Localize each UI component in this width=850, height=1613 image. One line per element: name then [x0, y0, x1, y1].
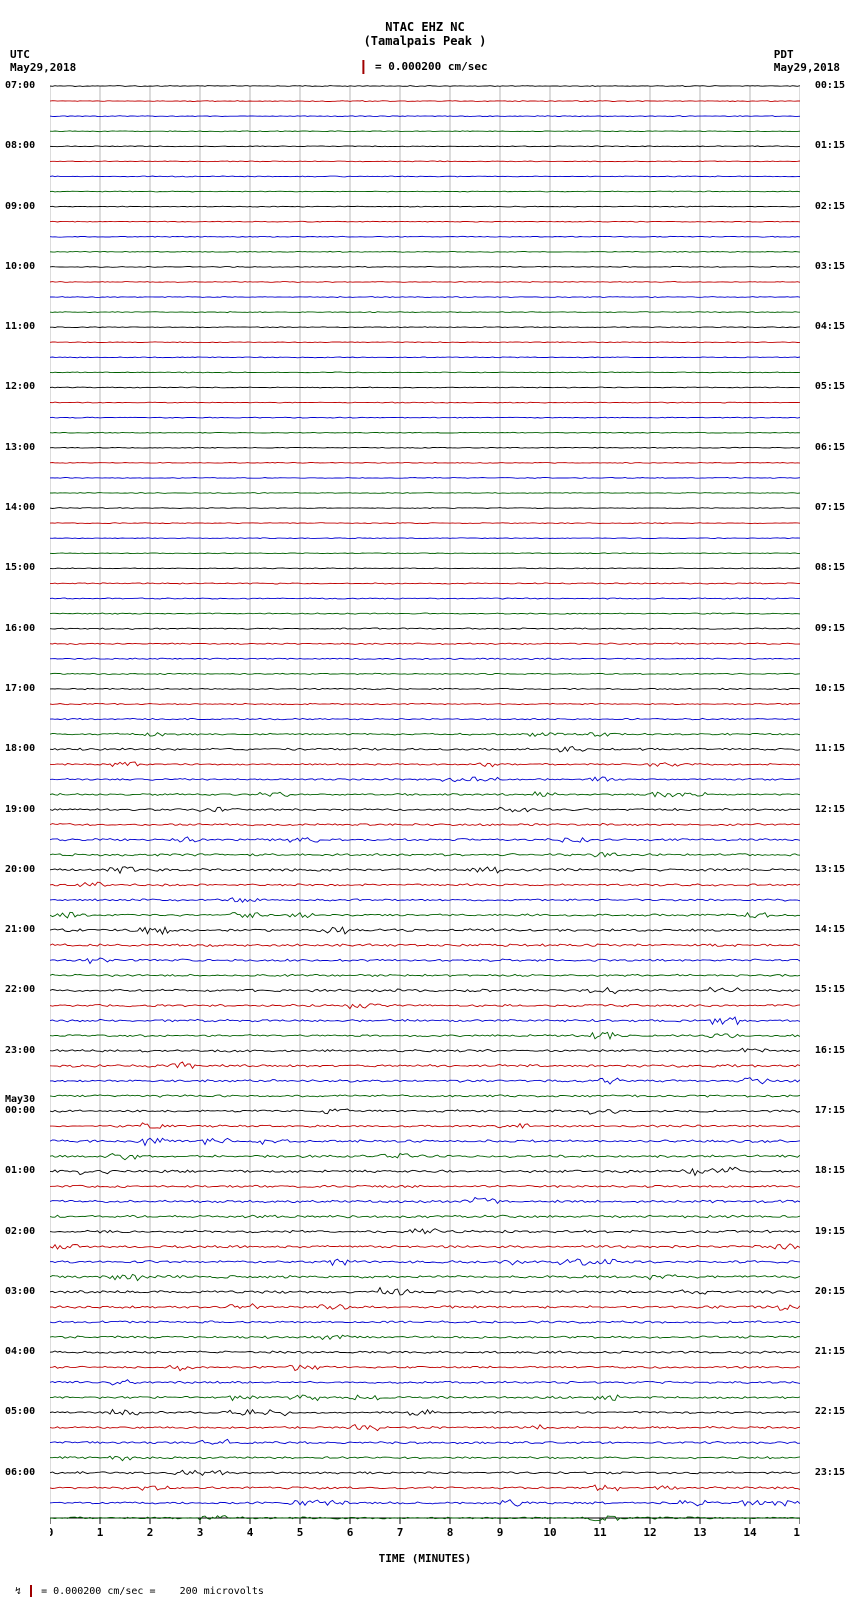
left-time-label: 11:00	[5, 321, 35, 332]
left-time-label: 02:00	[5, 1226, 35, 1237]
left-time-label: 04:00	[5, 1346, 35, 1357]
right-time-label: 23:15	[815, 1467, 845, 1478]
right-time-label: 20:15	[815, 1286, 845, 1297]
scale-text: = 0.000200 cm/sec	[375, 60, 488, 73]
station-line2: (Tamalpais Peak )	[0, 34, 850, 48]
right-time-label: 17:15	[815, 1105, 845, 1116]
left-time-label: 13:00	[5, 442, 35, 453]
left-time-label: 22:00	[5, 984, 35, 995]
left-time-label: 21:00	[5, 924, 35, 935]
left-time-label: 19:00	[5, 804, 35, 815]
pdt-tz: PDT	[774, 48, 840, 61]
left-time-label: 20:00	[5, 864, 35, 875]
left-time-label: 00:00	[5, 1105, 35, 1116]
svg-text:6: 6	[347, 1526, 354, 1539]
right-time-label: 06:15	[815, 442, 845, 453]
left-time-label: 18:00	[5, 743, 35, 754]
right-time-label: 05:15	[815, 381, 845, 392]
svg-text:1: 1	[97, 1526, 104, 1539]
left-time-label: 06:00	[5, 1467, 35, 1478]
left-time-label: May30	[5, 1094, 35, 1105]
left-time-label: 03:00	[5, 1286, 35, 1297]
right-time-label: 18:15	[815, 1165, 845, 1176]
x-axis-label: TIME (MINUTES)	[0, 1552, 850, 1565]
right-time-label: 11:15	[815, 743, 845, 754]
right-time-label: 22:15	[815, 1406, 845, 1417]
svg-text:3: 3	[197, 1526, 204, 1539]
right-time-label: 10:15	[815, 683, 845, 694]
utc-tz: UTC	[10, 48, 76, 61]
svg-text:12: 12	[643, 1526, 656, 1539]
pdt-block: PDT May29,2018	[774, 48, 840, 74]
left-time-label: 10:00	[5, 261, 35, 272]
svg-text:10: 10	[543, 1526, 556, 1539]
right-time-label: 07:15	[815, 502, 845, 513]
right-time-label: 01:15	[815, 140, 845, 151]
left-time-label: 15:00	[5, 562, 35, 573]
right-time-label: 08:15	[815, 562, 845, 573]
right-time-label: 12:15	[815, 804, 845, 815]
scale-bar-icon	[362, 60, 364, 74]
svg-text:0: 0	[50, 1526, 53, 1539]
svg-text:9: 9	[497, 1526, 504, 1539]
right-time-label: 14:15	[815, 924, 845, 935]
pdt-date: May29,2018	[774, 61, 840, 74]
right-time-label: 21:15	[815, 1346, 845, 1357]
utc-block: UTC May29,2018	[10, 48, 76, 74]
svg-text:4: 4	[247, 1526, 254, 1539]
left-time-label: 23:00	[5, 1045, 35, 1056]
svg-text:2: 2	[147, 1526, 154, 1539]
svg-text:7: 7	[397, 1526, 404, 1539]
right-time-label: 13:15	[815, 864, 845, 875]
left-time-label: 09:00	[5, 201, 35, 212]
right-time-label: 02:15	[815, 201, 845, 212]
left-time-label: 07:00	[5, 80, 35, 91]
right-time-label: 19:15	[815, 1226, 845, 1237]
helicorder-svg: 0123456789101112131415	[50, 78, 800, 1548]
right-time-label: 15:15	[815, 984, 845, 995]
svg-text:11: 11	[593, 1526, 607, 1539]
left-time-label: 05:00	[5, 1406, 35, 1417]
left-time-label: 17:00	[5, 683, 35, 694]
left-time-label: 14:00	[5, 502, 35, 513]
left-time-label: 12:00	[5, 381, 35, 392]
left-time-label: 16:00	[5, 623, 35, 634]
footer-tick-icon: ↯	[15, 1586, 21, 1597]
footer-bar-icon	[30, 1585, 32, 1597]
svg-text:13: 13	[693, 1526, 706, 1539]
station-header: NTAC EHZ NC (Tamalpais Peak )	[0, 20, 850, 48]
footer-text-left: = 0.000200 cm/sec =	[41, 1586, 155, 1597]
top-labels: UTC May29,2018 = 0.000200 cm/sec PDT May…	[0, 48, 850, 78]
scale-indicator: = 0.000200 cm/sec	[362, 60, 487, 74]
station-line1: NTAC EHZ NC	[0, 20, 850, 34]
right-time-label: 04:15	[815, 321, 845, 332]
right-time-label: 00:15	[815, 80, 845, 91]
left-time-label: 01:00	[5, 1165, 35, 1176]
svg-text:5: 5	[297, 1526, 304, 1539]
footer-text-right: 200 microvolts	[180, 1586, 264, 1597]
svg-text:8: 8	[447, 1526, 454, 1539]
right-time-label: 16:15	[815, 1045, 845, 1056]
utc-date: May29,2018	[10, 61, 76, 74]
footer-scale: ↯ = 0.000200 cm/sec = 200 microvolts	[15, 1585, 850, 1597]
svg-text:15: 15	[793, 1526, 800, 1539]
right-time-label: 09:15	[815, 623, 845, 634]
left-time-label: 08:00	[5, 140, 35, 151]
helicorder-plot: 07:0008:0009:0010:0011:0012:0013:0014:00…	[50, 78, 800, 1548]
svg-text:14: 14	[743, 1526, 757, 1539]
right-time-label: 03:15	[815, 261, 845, 272]
